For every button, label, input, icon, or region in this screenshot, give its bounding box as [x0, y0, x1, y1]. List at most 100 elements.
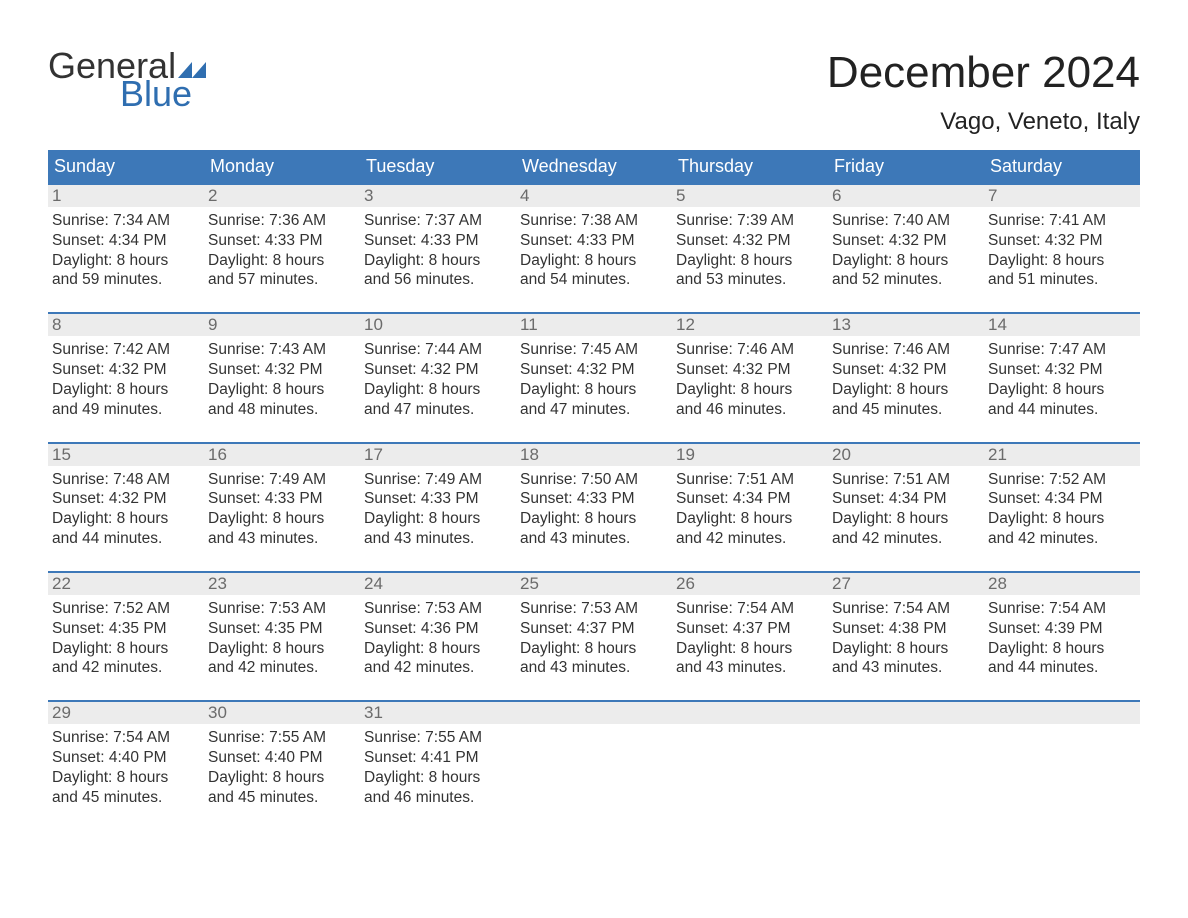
- day-body: Sunrise: 7:51 AMSunset: 4:34 PMDaylight:…: [828, 466, 984, 553]
- day-cell: 18Sunrise: 7:50 AMSunset: 4:33 PMDayligh…: [516, 444, 672, 553]
- day-number: 7: [984, 185, 1140, 207]
- day-number: 17: [360, 444, 516, 466]
- day-number: 1: [48, 185, 204, 207]
- day-body: Sunrise: 7:47 AMSunset: 4:32 PMDaylight:…: [984, 336, 1140, 423]
- day-number: 15: [48, 444, 204, 466]
- day-cell: 10Sunrise: 7:44 AMSunset: 4:32 PMDayligh…: [360, 314, 516, 423]
- day-number: 27: [828, 573, 984, 595]
- calendar-week: 1Sunrise: 7:34 AMSunset: 4:34 PMDaylight…: [48, 183, 1140, 294]
- day-body: Sunrise: 7:54 AMSunset: 4:37 PMDaylight:…: [672, 595, 828, 682]
- day-cell: 11Sunrise: 7:45 AMSunset: 4:32 PMDayligh…: [516, 314, 672, 423]
- day-body: Sunrise: 7:46 AMSunset: 4:32 PMDaylight:…: [828, 336, 984, 423]
- day-cell: 4Sunrise: 7:38 AMSunset: 4:33 PMDaylight…: [516, 185, 672, 294]
- logo-word-2: Blue: [120, 76, 206, 112]
- day-body: Sunrise: 7:52 AMSunset: 4:34 PMDaylight:…: [984, 466, 1140, 553]
- day-body: Sunrise: 7:42 AMSunset: 4:32 PMDaylight:…: [48, 336, 204, 423]
- day-body: Sunrise: 7:39 AMSunset: 4:32 PMDaylight:…: [672, 207, 828, 294]
- day-number: 10: [360, 314, 516, 336]
- dow-cell: Thursday: [672, 150, 828, 183]
- day-body: Sunrise: 7:38 AMSunset: 4:33 PMDaylight:…: [516, 207, 672, 294]
- day-cell: [516, 702, 672, 811]
- calendar-week: 15Sunrise: 7:48 AMSunset: 4:32 PMDayligh…: [48, 442, 1140, 553]
- day-body: Sunrise: 7:36 AMSunset: 4:33 PMDaylight:…: [204, 207, 360, 294]
- day-number: 12: [672, 314, 828, 336]
- day-cell: 29Sunrise: 7:54 AMSunset: 4:40 PMDayligh…: [48, 702, 204, 811]
- day-cell: 31Sunrise: 7:55 AMSunset: 4:41 PMDayligh…: [360, 702, 516, 811]
- day-cell: [984, 702, 1140, 811]
- day-number: 5: [672, 185, 828, 207]
- day-number: 11: [516, 314, 672, 336]
- day-body: Sunrise: 7:53 AMSunset: 4:37 PMDaylight:…: [516, 595, 672, 682]
- day-number: 3: [360, 185, 516, 207]
- day-body: Sunrise: 7:54 AMSunset: 4:40 PMDaylight:…: [48, 724, 204, 811]
- day-body: Sunrise: 7:53 AMSunset: 4:35 PMDaylight:…: [204, 595, 360, 682]
- day-cell: 27Sunrise: 7:54 AMSunset: 4:38 PMDayligh…: [828, 573, 984, 682]
- calendar-week: 8Sunrise: 7:42 AMSunset: 4:32 PMDaylight…: [48, 312, 1140, 423]
- day-number: 30: [204, 702, 360, 724]
- day-cell: 8Sunrise: 7:42 AMSunset: 4:32 PMDaylight…: [48, 314, 204, 423]
- day-cell: 5Sunrise: 7:39 AMSunset: 4:32 PMDaylight…: [672, 185, 828, 294]
- day-cell: 17Sunrise: 7:49 AMSunset: 4:33 PMDayligh…: [360, 444, 516, 553]
- day-cell: 7Sunrise: 7:41 AMSunset: 4:32 PMDaylight…: [984, 185, 1140, 294]
- day-number: 16: [204, 444, 360, 466]
- day-cell: 16Sunrise: 7:49 AMSunset: 4:33 PMDayligh…: [204, 444, 360, 553]
- day-number: 13: [828, 314, 984, 336]
- day-cell: 23Sunrise: 7:53 AMSunset: 4:35 PMDayligh…: [204, 573, 360, 682]
- day-cell: 1Sunrise: 7:34 AMSunset: 4:34 PMDaylight…: [48, 185, 204, 294]
- day-cell: 12Sunrise: 7:46 AMSunset: 4:32 PMDayligh…: [672, 314, 828, 423]
- empty-day: [828, 702, 984, 724]
- day-number: 21: [984, 444, 1140, 466]
- day-cell: 13Sunrise: 7:46 AMSunset: 4:32 PMDayligh…: [828, 314, 984, 423]
- day-cell: [672, 702, 828, 811]
- day-number: 25: [516, 573, 672, 595]
- day-number: 18: [516, 444, 672, 466]
- day-cell: 3Sunrise: 7:37 AMSunset: 4:33 PMDaylight…: [360, 185, 516, 294]
- day-number: 6: [828, 185, 984, 207]
- calendar: SundayMondayTuesdayWednesdayThursdayFrid…: [48, 150, 1140, 812]
- calendar-week: 22Sunrise: 7:52 AMSunset: 4:35 PMDayligh…: [48, 571, 1140, 682]
- day-cell: 21Sunrise: 7:52 AMSunset: 4:34 PMDayligh…: [984, 444, 1140, 553]
- dow-cell: Saturday: [984, 150, 1140, 183]
- day-number: 22: [48, 573, 204, 595]
- dow-cell: Friday: [828, 150, 984, 183]
- day-of-week-header: SundayMondayTuesdayWednesdayThursdayFrid…: [48, 150, 1140, 183]
- empty-day: [984, 702, 1140, 724]
- day-cell: [828, 702, 984, 811]
- day-cell: 14Sunrise: 7:47 AMSunset: 4:32 PMDayligh…: [984, 314, 1140, 423]
- day-cell: 26Sunrise: 7:54 AMSunset: 4:37 PMDayligh…: [672, 573, 828, 682]
- dow-cell: Monday: [204, 150, 360, 183]
- day-cell: 15Sunrise: 7:48 AMSunset: 4:32 PMDayligh…: [48, 444, 204, 553]
- day-number: 9: [204, 314, 360, 336]
- day-number: 2: [204, 185, 360, 207]
- day-body: Sunrise: 7:54 AMSunset: 4:39 PMDaylight:…: [984, 595, 1140, 682]
- day-body: Sunrise: 7:51 AMSunset: 4:34 PMDaylight:…: [672, 466, 828, 553]
- day-number: 20: [828, 444, 984, 466]
- dow-cell: Tuesday: [360, 150, 516, 183]
- dow-cell: Sunday: [48, 150, 204, 183]
- day-cell: 30Sunrise: 7:55 AMSunset: 4:40 PMDayligh…: [204, 702, 360, 811]
- day-number: 4: [516, 185, 672, 207]
- logo: General Blue: [48, 48, 206, 112]
- day-body: Sunrise: 7:55 AMSunset: 4:41 PMDaylight:…: [360, 724, 516, 811]
- day-cell: 9Sunrise: 7:43 AMSunset: 4:32 PMDaylight…: [204, 314, 360, 423]
- day-number: 28: [984, 573, 1140, 595]
- day-body: Sunrise: 7:46 AMSunset: 4:32 PMDaylight:…: [672, 336, 828, 423]
- day-cell: 25Sunrise: 7:53 AMSunset: 4:37 PMDayligh…: [516, 573, 672, 682]
- day-number: 29: [48, 702, 204, 724]
- day-cell: 24Sunrise: 7:53 AMSunset: 4:36 PMDayligh…: [360, 573, 516, 682]
- weeks-container: 1Sunrise: 7:34 AMSunset: 4:34 PMDaylight…: [48, 183, 1140, 812]
- day-cell: 19Sunrise: 7:51 AMSunset: 4:34 PMDayligh…: [672, 444, 828, 553]
- day-body: Sunrise: 7:44 AMSunset: 4:32 PMDaylight:…: [360, 336, 516, 423]
- day-number: 8: [48, 314, 204, 336]
- header: General Blue December 2024 Vago, Veneto,…: [48, 48, 1140, 144]
- calendar-week: 29Sunrise: 7:54 AMSunset: 4:40 PMDayligh…: [48, 700, 1140, 811]
- day-body: Sunrise: 7:50 AMSunset: 4:33 PMDaylight:…: [516, 466, 672, 553]
- day-body: Sunrise: 7:49 AMSunset: 4:33 PMDaylight:…: [204, 466, 360, 553]
- day-body: Sunrise: 7:45 AMSunset: 4:32 PMDaylight:…: [516, 336, 672, 423]
- day-body: Sunrise: 7:43 AMSunset: 4:32 PMDaylight:…: [204, 336, 360, 423]
- day-body: Sunrise: 7:54 AMSunset: 4:38 PMDaylight:…: [828, 595, 984, 682]
- day-cell: 20Sunrise: 7:51 AMSunset: 4:34 PMDayligh…: [828, 444, 984, 553]
- day-number: 31: [360, 702, 516, 724]
- day-number: 24: [360, 573, 516, 595]
- page-title: December 2024: [827, 48, 1140, 98]
